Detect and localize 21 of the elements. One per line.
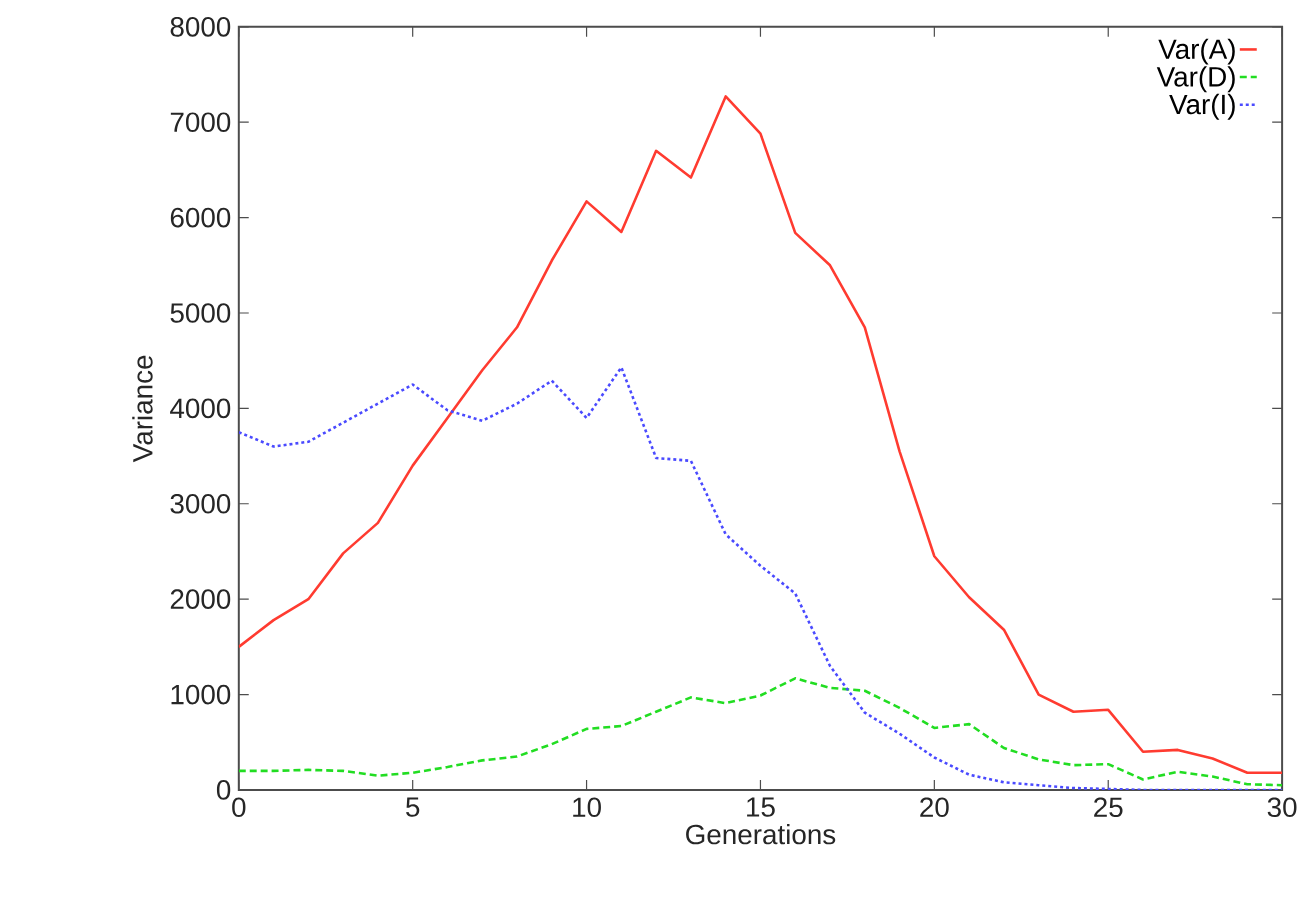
x-tick-label: 15 xyxy=(747,797,775,817)
y-tick-label: 6000 xyxy=(170,207,231,228)
y-tick-label: 0 xyxy=(216,780,231,800)
legend-label: Var(D) xyxy=(1156,66,1235,93)
x-axis-title: Generations xyxy=(686,823,836,845)
legend-label: Var(I) xyxy=(1169,93,1235,120)
legend-label: Var(A) xyxy=(1158,38,1235,65)
x-tick-label: 0 xyxy=(232,797,246,818)
y-tick-label: 7000 xyxy=(170,112,231,132)
y-tick-label: 8000 xyxy=(170,16,231,37)
x-tick-label: 25 xyxy=(1094,797,1123,818)
x-tick-label: 5 xyxy=(406,797,420,817)
y-axis-title: Variance xyxy=(132,355,153,463)
y-tick-label: 2000 xyxy=(170,589,231,609)
y-tick-label: 5000 xyxy=(170,303,231,323)
y-tick-label: 3000 xyxy=(170,493,231,514)
y-tick-label: 1000 xyxy=(171,684,231,705)
x-tick-label: 10 xyxy=(573,797,601,818)
x-tick-label: 20 xyxy=(920,797,949,818)
y-tick-label: 4000 xyxy=(170,398,231,419)
x-tick-label: 30 xyxy=(1267,797,1297,818)
